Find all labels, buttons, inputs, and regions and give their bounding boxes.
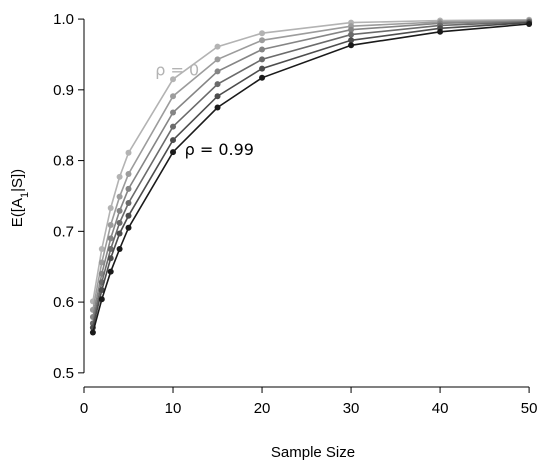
y-tick-label: 0.5 xyxy=(53,365,74,382)
series-point xyxy=(98,259,105,266)
series-5 xyxy=(89,19,533,331)
series-point xyxy=(98,246,105,253)
series-layer xyxy=(89,16,533,336)
x-axis-title: Sample Size xyxy=(271,444,355,461)
series-point xyxy=(214,93,221,100)
series-point xyxy=(348,37,355,44)
y-tick-label: 0.8 xyxy=(53,153,74,170)
axes: 0.5 0.6 0.7 0.8 0.9 1.0 0 10 20 30 40 50 xyxy=(53,11,537,417)
series-point xyxy=(348,42,355,49)
series-point xyxy=(214,104,221,111)
y-axis-title-subscript: 1 xyxy=(19,192,31,198)
series-point xyxy=(125,212,132,219)
x-tick-label: 20 xyxy=(254,400,271,417)
series-point xyxy=(214,81,221,88)
series-point xyxy=(107,268,114,275)
series-point xyxy=(214,56,221,63)
series-point xyxy=(214,43,221,50)
series-point xyxy=(116,207,123,214)
series-point xyxy=(259,30,266,37)
series-point xyxy=(125,185,132,192)
series-point xyxy=(125,149,132,156)
series-point xyxy=(526,21,533,28)
x-tick-label: 30 xyxy=(343,400,360,417)
series-point xyxy=(107,246,114,253)
x-ticks: 0 10 20 30 40 50 xyxy=(80,387,538,417)
series-annotation-1: ρ = 0 xyxy=(155,61,199,80)
series-point xyxy=(116,219,123,226)
series-point xyxy=(107,204,114,211)
series-point xyxy=(116,193,123,200)
series-point xyxy=(125,200,132,207)
series-point xyxy=(259,37,266,44)
series-point xyxy=(259,74,266,81)
series-point xyxy=(125,224,132,231)
series-point xyxy=(116,173,123,180)
y-ticks: 0.5 0.6 0.7 0.8 0.9 1.0 xyxy=(53,11,84,382)
x-tick-label: 10 xyxy=(165,400,182,417)
x-tick-label: 40 xyxy=(432,400,449,417)
series-point xyxy=(170,149,177,156)
series-point xyxy=(170,76,177,83)
series-point xyxy=(98,287,105,294)
series-point xyxy=(170,109,177,116)
y-tick-label: 0.6 xyxy=(53,294,74,311)
y-tick-label: 0.7 xyxy=(53,223,74,240)
y-axis-title: E([A1|S]) xyxy=(9,169,31,227)
series-point xyxy=(259,65,266,72)
series-1 xyxy=(89,16,533,305)
series-point xyxy=(116,246,123,253)
y-axis-title-main: E([A xyxy=(9,198,26,227)
series-point xyxy=(98,296,105,303)
series-point xyxy=(170,93,177,100)
series-point xyxy=(259,56,266,63)
series-point xyxy=(214,68,221,75)
series-point xyxy=(348,31,355,38)
series-point xyxy=(107,221,114,228)
series-point xyxy=(107,255,114,262)
series-point xyxy=(116,230,123,237)
annotation-layer: ρ = 0 ρ = 0.99 xyxy=(155,61,254,159)
series-point xyxy=(348,26,355,33)
series-point xyxy=(437,28,444,35)
series-point xyxy=(125,171,132,178)
x-tick-label: 0 xyxy=(80,400,88,417)
series-6 xyxy=(89,21,533,336)
y-axis-title-tail: |S]) xyxy=(9,169,26,192)
y-tick-label: 1.0 xyxy=(53,11,74,28)
y-tick-label: 0.9 xyxy=(53,82,74,99)
series-annotation-2: ρ = 0.99 xyxy=(185,140,254,159)
x-tick-label: 50 xyxy=(521,400,538,417)
series-point xyxy=(170,123,177,130)
series-point xyxy=(107,235,114,242)
series-point xyxy=(170,137,177,144)
series-point xyxy=(89,329,96,336)
series-point xyxy=(259,46,266,53)
